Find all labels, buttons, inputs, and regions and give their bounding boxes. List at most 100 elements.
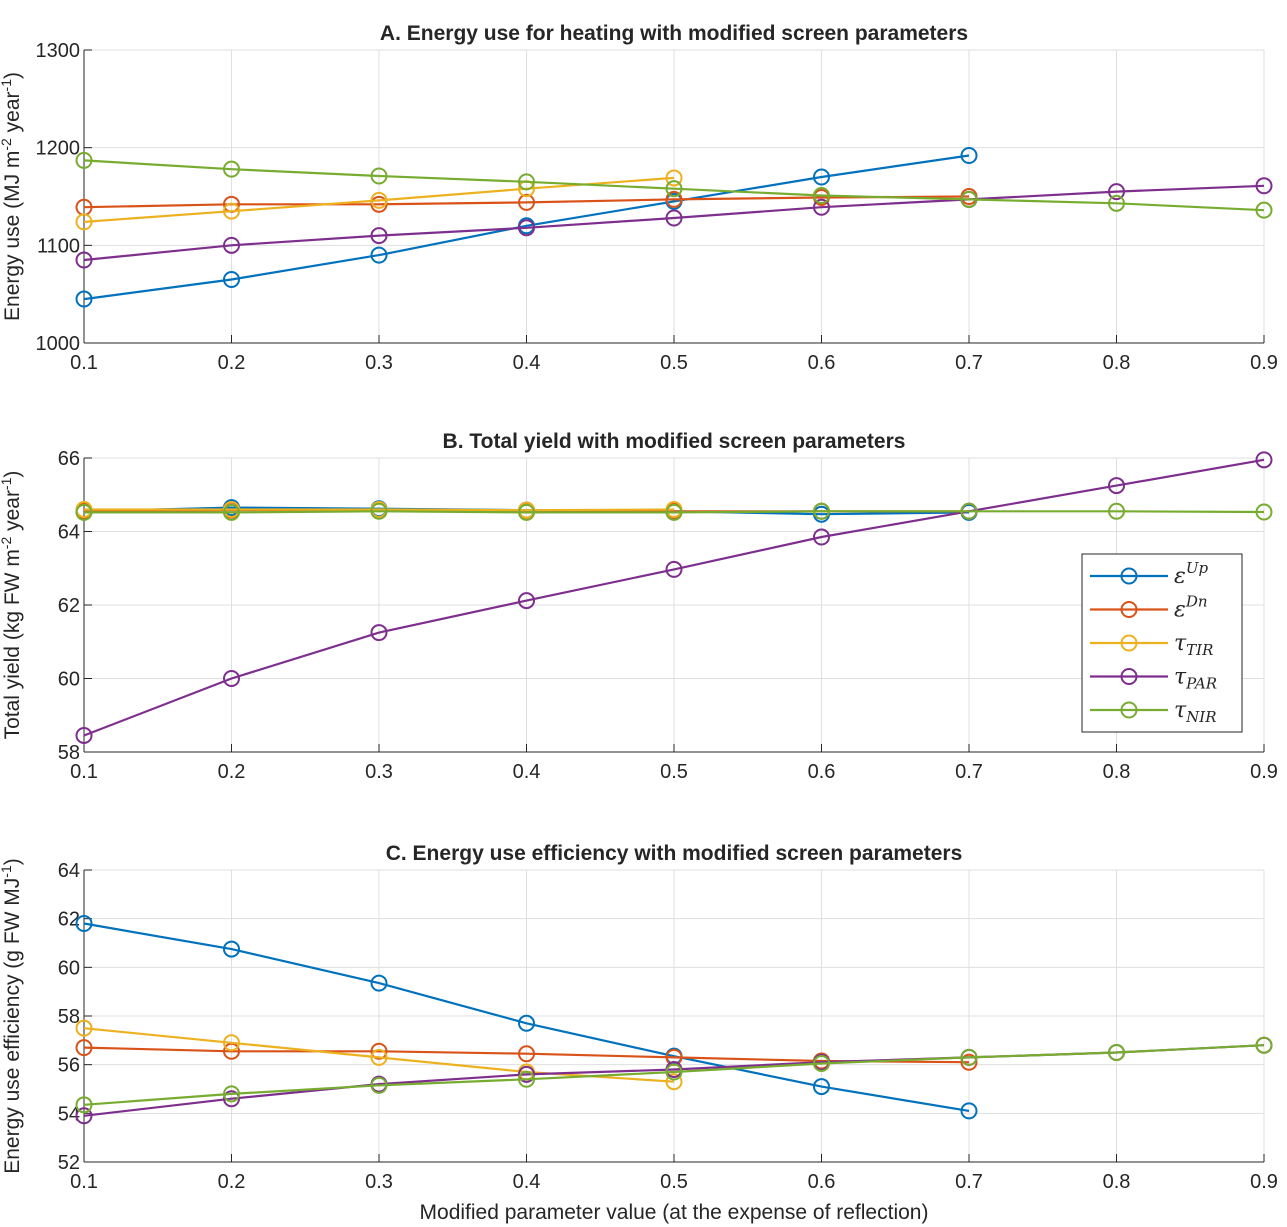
x-tick-label: 0.1: [70, 352, 98, 374]
x-tick-label: 0.2: [218, 1171, 246, 1193]
legend-label: τPAR: [1174, 665, 1217, 693]
series-line: [84, 510, 1265, 514]
data-point: [1255, 201, 1273, 219]
y-tick-label: 1200: [36, 138, 81, 160]
data-point: [1255, 503, 1273, 521]
series-line: [83, 159, 1265, 212]
x-tick-label: 0.3: [365, 761, 393, 783]
x-tick-label: 0.8: [1103, 1171, 1131, 1193]
data-point: [518, 503, 535, 521]
series-2: [75, 1019, 683, 1091]
x-tick-label: 0.8: [1103, 761, 1131, 783]
x-tick-label: 0.4: [513, 761, 541, 783]
data-point: [75, 1039, 93, 1057]
series-line: [83, 1027, 675, 1083]
legend-item: εUp: [1090, 559, 1208, 589]
data-point: [370, 1048, 388, 1066]
data-point: [223, 1090, 240, 1108]
data-point: [370, 974, 388, 992]
series-3: [75, 177, 1273, 269]
data-point: [813, 168, 830, 186]
grid: [83, 869, 1265, 1163]
series-4: [75, 502, 1273, 521]
series-line: [83, 184, 1265, 262]
data-point: [75, 915, 93, 933]
legend-marker: [1120, 668, 1138, 685]
data-point: [813, 502, 830, 520]
data-point: [665, 1073, 683, 1091]
data-point: [223, 1034, 240, 1052]
data-point: [960, 502, 978, 520]
series-3: [75, 451, 1273, 744]
panel-title: A. Energy use for heating with modified …: [380, 22, 968, 45]
data-point: [960, 190, 978, 208]
x-tick-label: 0.9: [1250, 761, 1278, 783]
legend-marker: [1120, 601, 1138, 618]
data-point: [75, 726, 93, 744]
data-point: [75, 213, 93, 231]
data-point: [370, 1042, 388, 1060]
legend-item: τNIR: [1090, 698, 1217, 726]
y-tick-label: 64: [58, 860, 80, 882]
data-point: [960, 1048, 978, 1066]
legend-label: εUp: [1174, 559, 1208, 589]
data-point: [223, 271, 240, 289]
data-point: [223, 160, 240, 178]
data-point: [518, 1065, 535, 1083]
data-point: [1108, 477, 1125, 495]
y-tick-label: 56: [58, 1055, 80, 1077]
y-tick-label: 1000: [36, 333, 81, 355]
y-tick-label: 60: [58, 669, 80, 691]
series-4: [75, 151, 1273, 219]
data-point: [223, 236, 240, 254]
series-line: [83, 922, 970, 1112]
x-tick-label: 0.6: [808, 352, 836, 374]
data-point: [370, 502, 388, 520]
data-point: [370, 191, 388, 209]
data-point: [518, 1045, 535, 1063]
data-point: [665, 169, 683, 187]
x-tick-label: 0.2: [218, 352, 246, 374]
y-tick-label: 62: [58, 595, 80, 617]
data-point: [665, 180, 683, 198]
data-point: [370, 227, 388, 245]
data-point: [75, 1096, 93, 1114]
data-point: [518, 1070, 535, 1088]
data-point: [518, 173, 535, 191]
x-tick-label: 0.7: [955, 352, 983, 374]
y-tick-label: 62: [58, 909, 80, 931]
data-point: [75, 151, 93, 169]
y-tick-label: 1100: [37, 235, 80, 257]
y-tick-label: 58: [58, 1006, 80, 1028]
legend-marker: [1120, 634, 1138, 652]
data-point: [1108, 502, 1125, 520]
data-point: [665, 190, 683, 208]
data-point: [75, 503, 93, 521]
legend-marker: [1120, 567, 1138, 585]
legend-label: τTIR: [1174, 631, 1213, 659]
data-point: [370, 246, 388, 264]
data-point: [223, 503, 240, 521]
data-point: [518, 1014, 535, 1032]
legend-label: τNIR: [1174, 698, 1217, 726]
x-tick-label: 0.7: [955, 761, 983, 783]
data-point: [75, 1019, 93, 1037]
panel-b: 0.1 0.2 0.3 0.4 0.5 0.6 0.7 0.8 0.9 58 60 62 64 66 B. …: [0, 430, 1278, 783]
legend: εUp εDn τTIR τPAR τNIR: [1081, 553, 1243, 733]
data-point: [1108, 183, 1125, 201]
series-line: [84, 508, 675, 512]
data-point: [813, 528, 830, 546]
panel-title: B. Total yield with modified screen para…: [443, 430, 906, 453]
data-point: [665, 503, 683, 521]
data-point: [370, 624, 388, 642]
panel-a: 0.1 0.2 0.3 0.4 0.5 0.6 0.7 0.8 0.9 1000 1100 1200 1…: [0, 22, 1278, 374]
data-point: [370, 167, 388, 185]
data-point: [1108, 194, 1125, 212]
series-line: [83, 458, 1265, 737]
x-tick-label: 0.1: [70, 1171, 98, 1193]
panel-c: 0.1 0.2 0.3 0.4 0.5 0.6 0.7 0.8 0.9 52 54 56 58 60 62 6…: [0, 842, 1278, 1224]
y-tick-label: 66: [58, 448, 80, 470]
data-point: [370, 1076, 388, 1094]
y-axis-label: Energy use (MJ m-2 year-1): [0, 72, 24, 321]
